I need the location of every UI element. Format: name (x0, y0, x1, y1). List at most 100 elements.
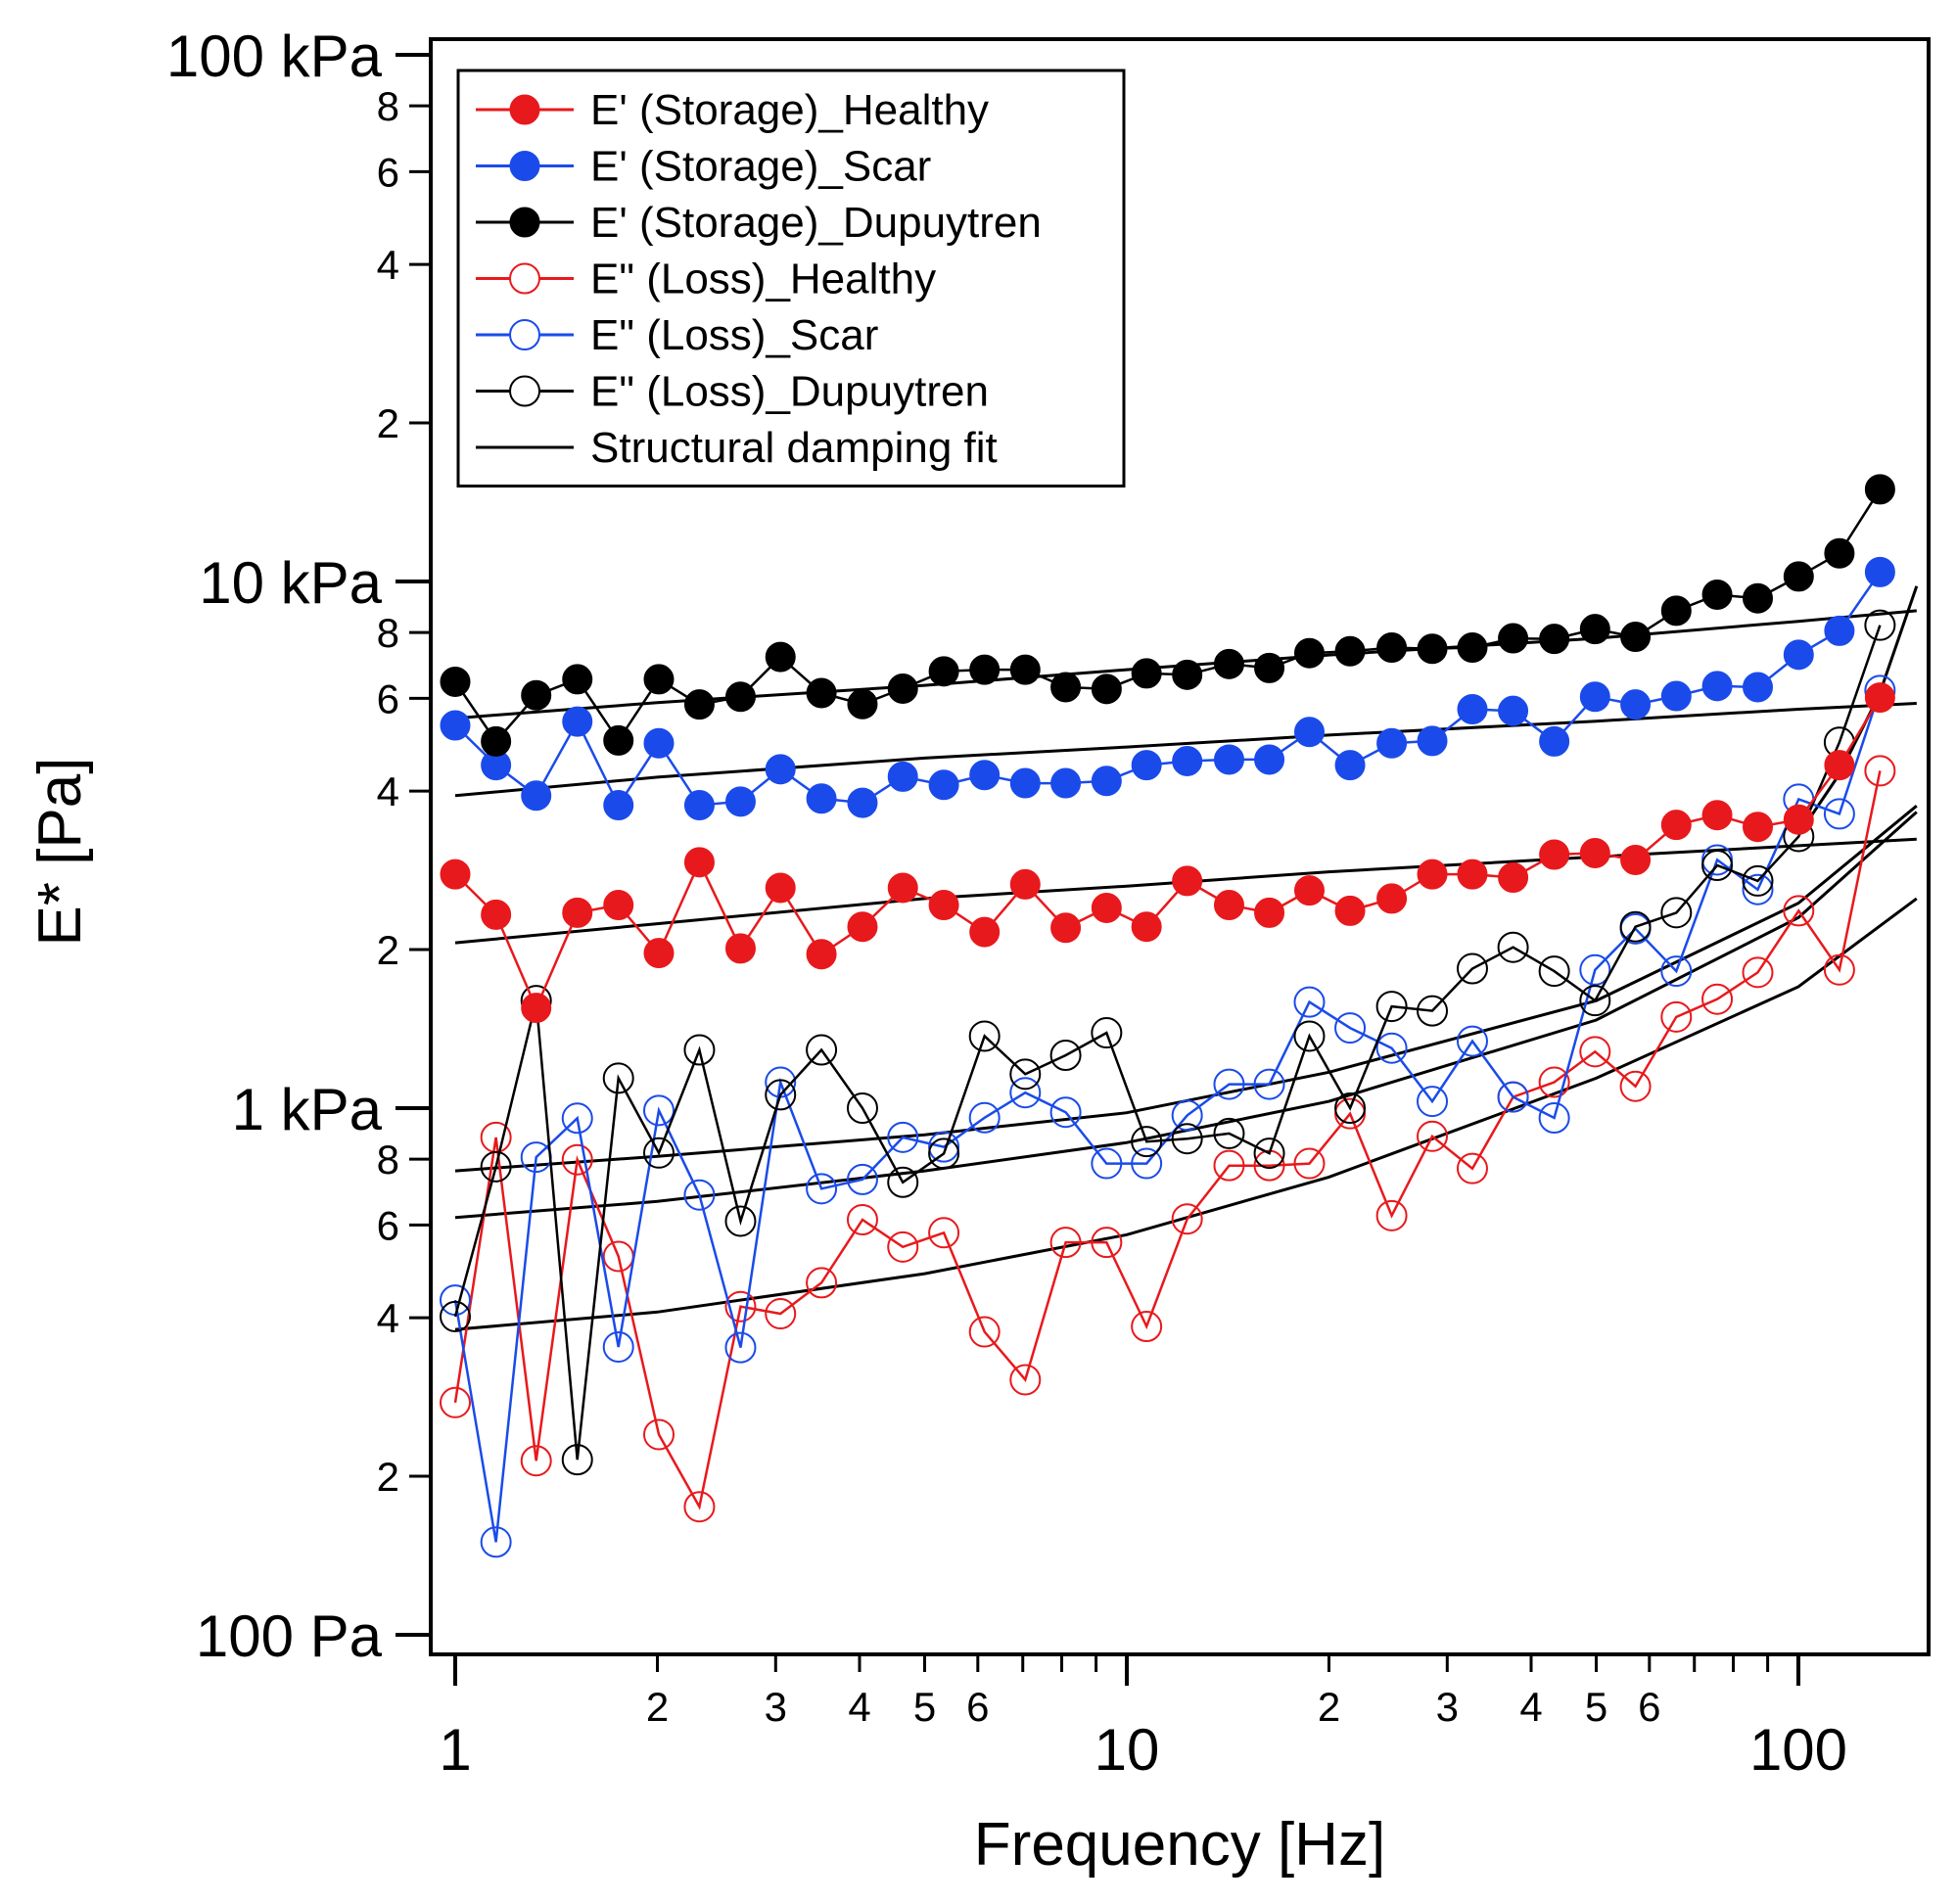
data-point (1620, 689, 1652, 720)
data-point (440, 666, 471, 697)
data-point (683, 1491, 716, 1523)
data-point (969, 760, 1001, 791)
data-point (1743, 812, 1774, 843)
data-point (1091, 673, 1122, 705)
data-point (1091, 766, 1122, 797)
data-point (1009, 1077, 1042, 1109)
data-point (481, 899, 512, 930)
data-point (1456, 1025, 1488, 1057)
data-point (683, 1034, 716, 1066)
legend-entry: E' (Storage)_Healthy (476, 86, 989, 134)
y-minor-tick-label: 6 (377, 675, 399, 721)
data-point (1457, 859, 1488, 890)
data-point (642, 1418, 675, 1451)
data-point (1334, 635, 1366, 667)
data-point (1783, 561, 1814, 592)
data-point (765, 1079, 797, 1111)
data-point (1213, 1149, 1245, 1182)
series-line (453, 625, 1882, 1461)
data-point (1660, 897, 1693, 929)
data-point (643, 727, 675, 759)
data-point (1660, 680, 1692, 712)
x-minor-tick-label: 6 (1638, 1684, 1660, 1730)
data-point (1375, 1032, 1408, 1064)
data-point (928, 1131, 960, 1163)
data-point (1091, 1227, 1123, 1259)
legend-marker (509, 375, 540, 407)
data-point (1293, 637, 1325, 669)
y-axis-title: E* [Pa] (26, 758, 94, 947)
data-point (724, 786, 756, 817)
y-minor-tick-label: 6 (377, 149, 399, 195)
data-point (562, 706, 593, 737)
data-point (1293, 717, 1325, 748)
data-point (1050, 767, 1082, 799)
data-point (1579, 681, 1610, 713)
data-point (1334, 1092, 1367, 1124)
y-minor-tick-label: 2 (377, 927, 399, 973)
data-point (1254, 744, 1285, 775)
data-point (1293, 1147, 1326, 1180)
data-point (847, 688, 878, 720)
data-point (642, 1137, 675, 1169)
data-point (847, 787, 878, 818)
data-point (846, 1203, 878, 1235)
data-point (1172, 745, 1203, 776)
x-minor-tick-label: 4 (1519, 1684, 1542, 1730)
data-point (806, 783, 837, 814)
data-point (969, 916, 1001, 948)
data-point (928, 769, 959, 801)
x-minor-tick-label: 3 (765, 1684, 787, 1730)
data-point (968, 1101, 1001, 1134)
data-point (603, 724, 634, 756)
data-point (683, 847, 715, 878)
data-point (1131, 1126, 1163, 1158)
data-point (724, 681, 756, 713)
data-point (1783, 804, 1814, 835)
y-tick-label: 100 Pa (196, 1603, 383, 1669)
data-point (1701, 579, 1733, 610)
x-tick-label: 100 (1749, 1717, 1847, 1783)
fit-lines (454, 585, 1919, 1331)
x-minor-tick-label: 5 (913, 1684, 936, 1730)
data-point (765, 872, 796, 904)
legend-entry: E' (Storage)_Scar (476, 143, 931, 191)
y-minor-tick-label: 8 (377, 1137, 399, 1183)
data-point (1213, 648, 1244, 679)
data-point (1497, 931, 1529, 963)
data-point (724, 1290, 757, 1323)
data-point (1253, 1068, 1285, 1100)
x-minor-tick-label: 3 (1436, 1684, 1459, 1730)
legend-label: E' (Storage)_Scar (590, 143, 931, 191)
data-point (1701, 850, 1734, 882)
data-point (1498, 623, 1529, 654)
data-point (561, 1102, 593, 1135)
data-point (1660, 810, 1692, 841)
x-minor-tick-label: 2 (1318, 1684, 1340, 1730)
y-minor-tick-label: 4 (377, 1295, 399, 1341)
data-point (724, 1331, 757, 1364)
x-axis-title: Frequency [Hz] (974, 1811, 1385, 1879)
legend-entry: Structural damping fit (476, 424, 998, 472)
data-point (1253, 1138, 1285, 1170)
legend-entry: E' (Storage)_Dupuytren (476, 199, 1042, 247)
data-point (1131, 1147, 1163, 1180)
data-point (1539, 624, 1570, 655)
data-point (1213, 1117, 1245, 1149)
data-point (1417, 859, 1448, 890)
structural-damping-fit-line (454, 702, 1917, 798)
data-point (1171, 1099, 1203, 1132)
data-point (1417, 995, 1449, 1027)
data-point (1417, 725, 1448, 757)
data-point (643, 938, 675, 969)
data-point (1213, 744, 1244, 775)
y-minor-tick-label: 2 (377, 400, 399, 446)
data-point (1701, 800, 1733, 831)
data-point (806, 677, 837, 709)
data-point (562, 897, 593, 928)
data-point (1783, 639, 1814, 671)
data-point (1213, 1068, 1245, 1100)
data-point (1660, 955, 1693, 988)
data-point (1091, 1147, 1123, 1180)
